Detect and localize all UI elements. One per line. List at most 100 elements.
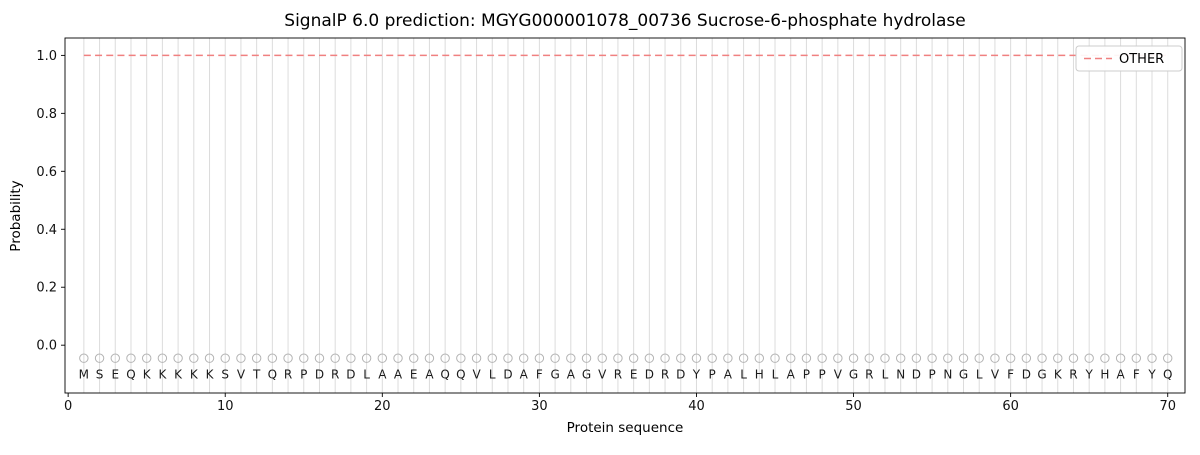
x-axis-label: Protein sequence <box>567 420 684 436</box>
x-tick-label: 30 <box>531 399 548 414</box>
residue-marker <box>707 353 717 363</box>
ticks-layer: 0 10 20 30 40 50 60 70 0.0 0.2 0.4 0.6 0.8 1.0 <box>36 49 1176 414</box>
residue-marker <box>189 353 199 363</box>
y-tick-label: 0.0 <box>36 339 57 354</box>
residue-letter: G <box>1037 368 1046 382</box>
residue-marker <box>377 353 388 363</box>
residue-marker <box>456 353 466 363</box>
residue-letter: F <box>1133 368 1140 382</box>
residue-marker <box>895 353 906 363</box>
residue-marker <box>1115 353 1126 363</box>
residue-letter: L <box>740 368 747 382</box>
residue-marker <box>157 353 168 363</box>
residue-marker <box>958 353 969 363</box>
residue-marker <box>738 353 749 363</box>
residue-letter: L <box>489 368 496 382</box>
residue-marker <box>628 353 639 363</box>
chart-title: SignalP 6.0 prediction: MGYG000001078_00… <box>284 11 965 31</box>
residue-letter: H <box>755 368 764 382</box>
residue-letter: D <box>676 368 685 382</box>
residue-letter: R <box>331 368 339 382</box>
x-tick-label: 0 <box>64 399 72 414</box>
residue-marker <box>990 353 1000 363</box>
residue-marker <box>173 353 183 363</box>
residue-letter: N <box>943 368 952 382</box>
residue-marker <box>770 353 780 363</box>
residue-marker <box>833 353 843 363</box>
residue-marker <box>518 353 529 363</box>
residue-marker <box>236 353 246 363</box>
residue-marker <box>1147 353 1157 363</box>
residue-marker <box>613 353 623 363</box>
residue-marker <box>927 353 937 363</box>
x-tick-label: 20 <box>374 399 391 414</box>
residue-marker <box>251 353 262 363</box>
residue-marker <box>644 353 655 363</box>
residue-marker <box>503 353 513 363</box>
residue-letter: A <box>378 368 387 382</box>
residue-marker <box>911 353 922 363</box>
residue-marker <box>880 353 890 363</box>
residue-letter: R <box>1069 368 1077 382</box>
residue-letter: F <box>536 368 543 382</box>
residue-marker <box>581 353 592 363</box>
residue-marker <box>1163 353 1173 363</box>
residue-letter: Y <box>1147 368 1156 382</box>
residue-marker <box>660 353 670 363</box>
residue-marker <box>848 353 859 363</box>
residue-marker <box>534 353 545 363</box>
residue-letter: K <box>206 368 215 382</box>
residue-letter: Y <box>1085 368 1094 382</box>
residue-marker <box>487 353 497 363</box>
residue-letter: R <box>614 368 622 382</box>
y-tick-label: 0.8 <box>36 107 57 122</box>
residue-letter: E <box>410 368 418 382</box>
residue-letter: N <box>896 368 905 382</box>
residue-letter: K <box>174 368 183 382</box>
residue-letter: D <box>912 368 921 382</box>
residue-letter: A <box>787 368 796 382</box>
x-tick-label: 60 <box>1002 399 1019 414</box>
residue-letter: P <box>300 368 307 382</box>
x-tick-label: 70 <box>1159 399 1176 414</box>
residue-letter: G <box>849 368 858 382</box>
gridlines-layer <box>83 38 1169 393</box>
residue-marker <box>204 353 215 363</box>
residue-letter: L <box>882 368 889 382</box>
residue-letter: S <box>221 368 229 382</box>
residue-letter: K <box>1054 368 1063 382</box>
residue-marker <box>110 353 120 363</box>
residue-letter: K <box>158 368 167 382</box>
residue-marker <box>1021 353 1032 363</box>
residue-marker <box>94 353 105 363</box>
residue-marker <box>267 353 278 363</box>
residue-marker <box>974 353 984 363</box>
x-tick-label: 50 <box>845 399 862 414</box>
axes-frame <box>64 37 1186 394</box>
residue-letter: V <box>991 368 1000 382</box>
residue-letter: P <box>803 368 810 382</box>
residue-marker <box>424 353 435 363</box>
y-tick-label: 0.2 <box>36 281 57 296</box>
residue-marker <box>864 353 874 363</box>
residue-letter: G <box>550 368 559 382</box>
residue-marker <box>440 353 450 363</box>
residue-letter: R <box>284 368 292 382</box>
residue-letter: P <box>709 368 716 382</box>
residue-marker <box>471 353 482 363</box>
residue-letter: P <box>819 368 826 382</box>
residue-marker <box>1037 353 1047 363</box>
y-tick-label: 1.0 <box>36 49 57 64</box>
legend-label-other: OTHER <box>1119 52 1164 67</box>
residue-marker <box>409 353 419 363</box>
residue-letter: V <box>834 368 843 382</box>
residue-letter: D <box>346 368 355 382</box>
residue-marker <box>220 353 230 363</box>
residue-letter: K <box>190 368 199 382</box>
legend: OTHER <box>1075 45 1183 72</box>
residue-marker <box>597 353 607 363</box>
residue-letter: L <box>772 368 779 382</box>
